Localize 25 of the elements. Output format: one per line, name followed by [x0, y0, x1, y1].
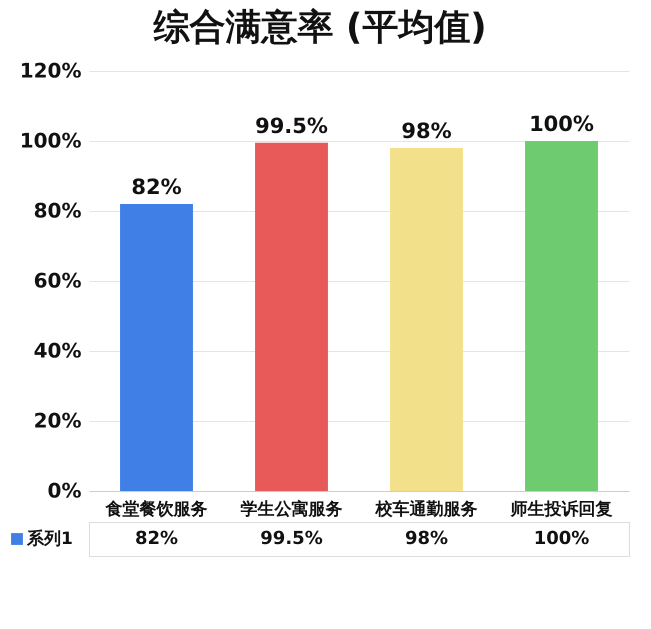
bar [255, 142, 328, 491]
bar [525, 141, 598, 491]
y-tick-label: 60% [34, 268, 82, 292]
y-tick-label: 20% [34, 408, 82, 432]
bar [390, 148, 463, 491]
data-label: 82% [134, 528, 178, 549]
text: 100% [529, 112, 594, 136]
bar [120, 204, 193, 491]
legend-label: 系列1 [26, 529, 73, 549]
y-tick-label: 100% [20, 128, 82, 152]
x-tick-label: 食堂餐饮服务 [104, 500, 208, 520]
x-tick-label: 校车通勤服务 [374, 500, 478, 520]
text: 99.5% [255, 114, 328, 138]
data-label: 99.5% [260, 528, 323, 549]
y-tick-label: 120% [20, 58, 82, 82]
text: 98% [401, 119, 452, 143]
data-label: 98% [404, 528, 448, 549]
y-tick-label: 80% [34, 198, 82, 222]
text: 82% [131, 175, 182, 199]
y-tick-label: 40% [34, 338, 82, 362]
x-tick-label: 学生公寓服务 [240, 500, 342, 520]
y-tick-label: 0% [48, 478, 82, 502]
data-label: 100% [534, 528, 590, 549]
x-tick-label: 师生投诉回复 [510, 500, 612, 520]
chart-title: 综合满意率 (平均值) [152, 7, 487, 48]
